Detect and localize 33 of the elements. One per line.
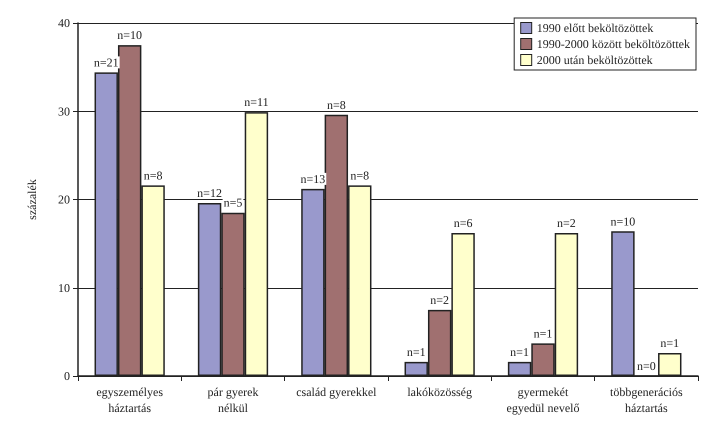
annotation: n=13 [300, 172, 326, 186]
y-tick-label: 20 [58, 192, 70, 206]
legend-label: 1990 előtt beköltözöttek [536, 21, 654, 35]
annotation: n=2 [557, 216, 576, 230]
annotation: n=1 [660, 336, 680, 350]
annotation: n=8 [144, 168, 162, 182]
annotation: n=1 [510, 344, 529, 359]
annotation: n=6 [454, 216, 472, 230]
legend-label: 1990-2000 között beköltözöttek [536, 37, 690, 51]
annotation: n=10 [610, 214, 636, 228]
annotation: n=5 [224, 196, 242, 210]
annotation: n=1 [406, 344, 426, 359]
annotation: n=8 [326, 98, 346, 112]
y-tick-label: 30 [58, 104, 70, 118]
annotation: n=8 [350, 168, 370, 182]
x-tick-label: egyszemélyes háztartás [96, 385, 164, 415]
annotation: n=1 [534, 326, 552, 340]
y-axis-title: százalék [25, 179, 39, 220]
x-tick-label: gyermekét egyedül nevelő [506, 385, 580, 415]
annotation: n=10 [117, 28, 142, 42]
x-tick-label: lakóközösség [407, 385, 472, 399]
x-tick-label: többgenerációs háztartás [610, 385, 683, 415]
y-tick-label: 40 [58, 16, 70, 30]
annotation: n=2 [430, 292, 450, 307]
x-tick-label: család gyerekkel [296, 385, 378, 399]
y-tick-label: 0 [64, 369, 70, 383]
y-tick-label: 10 [58, 280, 70, 295]
annotation: n=0 [636, 359, 656, 373]
annotation: n=12 [197, 186, 222, 200]
annotation: n=21 [94, 55, 119, 70]
legend-label: 2000 után beköltözöttek [536, 53, 653, 67]
annotation: n=11 [244, 95, 269, 110]
x-tick-label: pár gyerek nélkül [208, 385, 258, 415]
